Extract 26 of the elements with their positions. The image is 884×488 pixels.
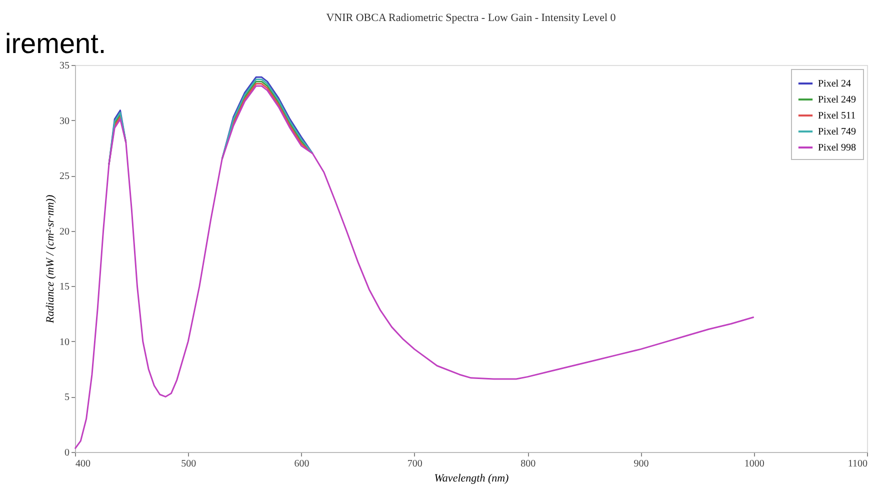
y-axis-title: Radiance (mW / (cm²·sr·nm)) xyxy=(44,194,56,324)
y-tick-label: 15 xyxy=(60,282,70,293)
y-tick-label: 0 xyxy=(64,448,70,458)
x-tick-label: 800 xyxy=(520,458,536,470)
x-tick-label: 1100 xyxy=(848,458,868,470)
y-tick-label: 10 xyxy=(60,336,70,348)
chart-title: VNIR OBCA Radiometric Spectra - Low Gain - Intensity Level 0 xyxy=(326,12,616,24)
x-tick-label: 600 xyxy=(294,458,310,470)
legend-label: Pixel 249 xyxy=(818,94,856,106)
y-tick-label: 30 xyxy=(60,116,70,127)
legend-label: Pixel 511 xyxy=(818,110,856,122)
y-tick-label: 35 xyxy=(60,60,70,72)
y-tick-label: 5 xyxy=(64,392,70,404)
legend-label: Pixel 24 xyxy=(818,78,852,90)
x-tick-label: 700 xyxy=(407,458,422,470)
x-tick-label: 400 xyxy=(76,458,90,470)
line-series xyxy=(74,85,755,450)
x-axis-title: Wavelength (nm) xyxy=(434,472,510,484)
text: irement. xyxy=(5,28,106,59)
x-tick-label: 900 xyxy=(634,458,649,470)
y-tick-label: 20 xyxy=(60,226,70,238)
x-tick-label: 1000 xyxy=(744,458,764,470)
y-tick-label: 25 xyxy=(60,171,70,182)
legend-label: Pixel 749 xyxy=(818,126,856,138)
x-tick-label: 500 xyxy=(181,458,196,470)
legend-label: Pixel 998 xyxy=(818,142,856,154)
